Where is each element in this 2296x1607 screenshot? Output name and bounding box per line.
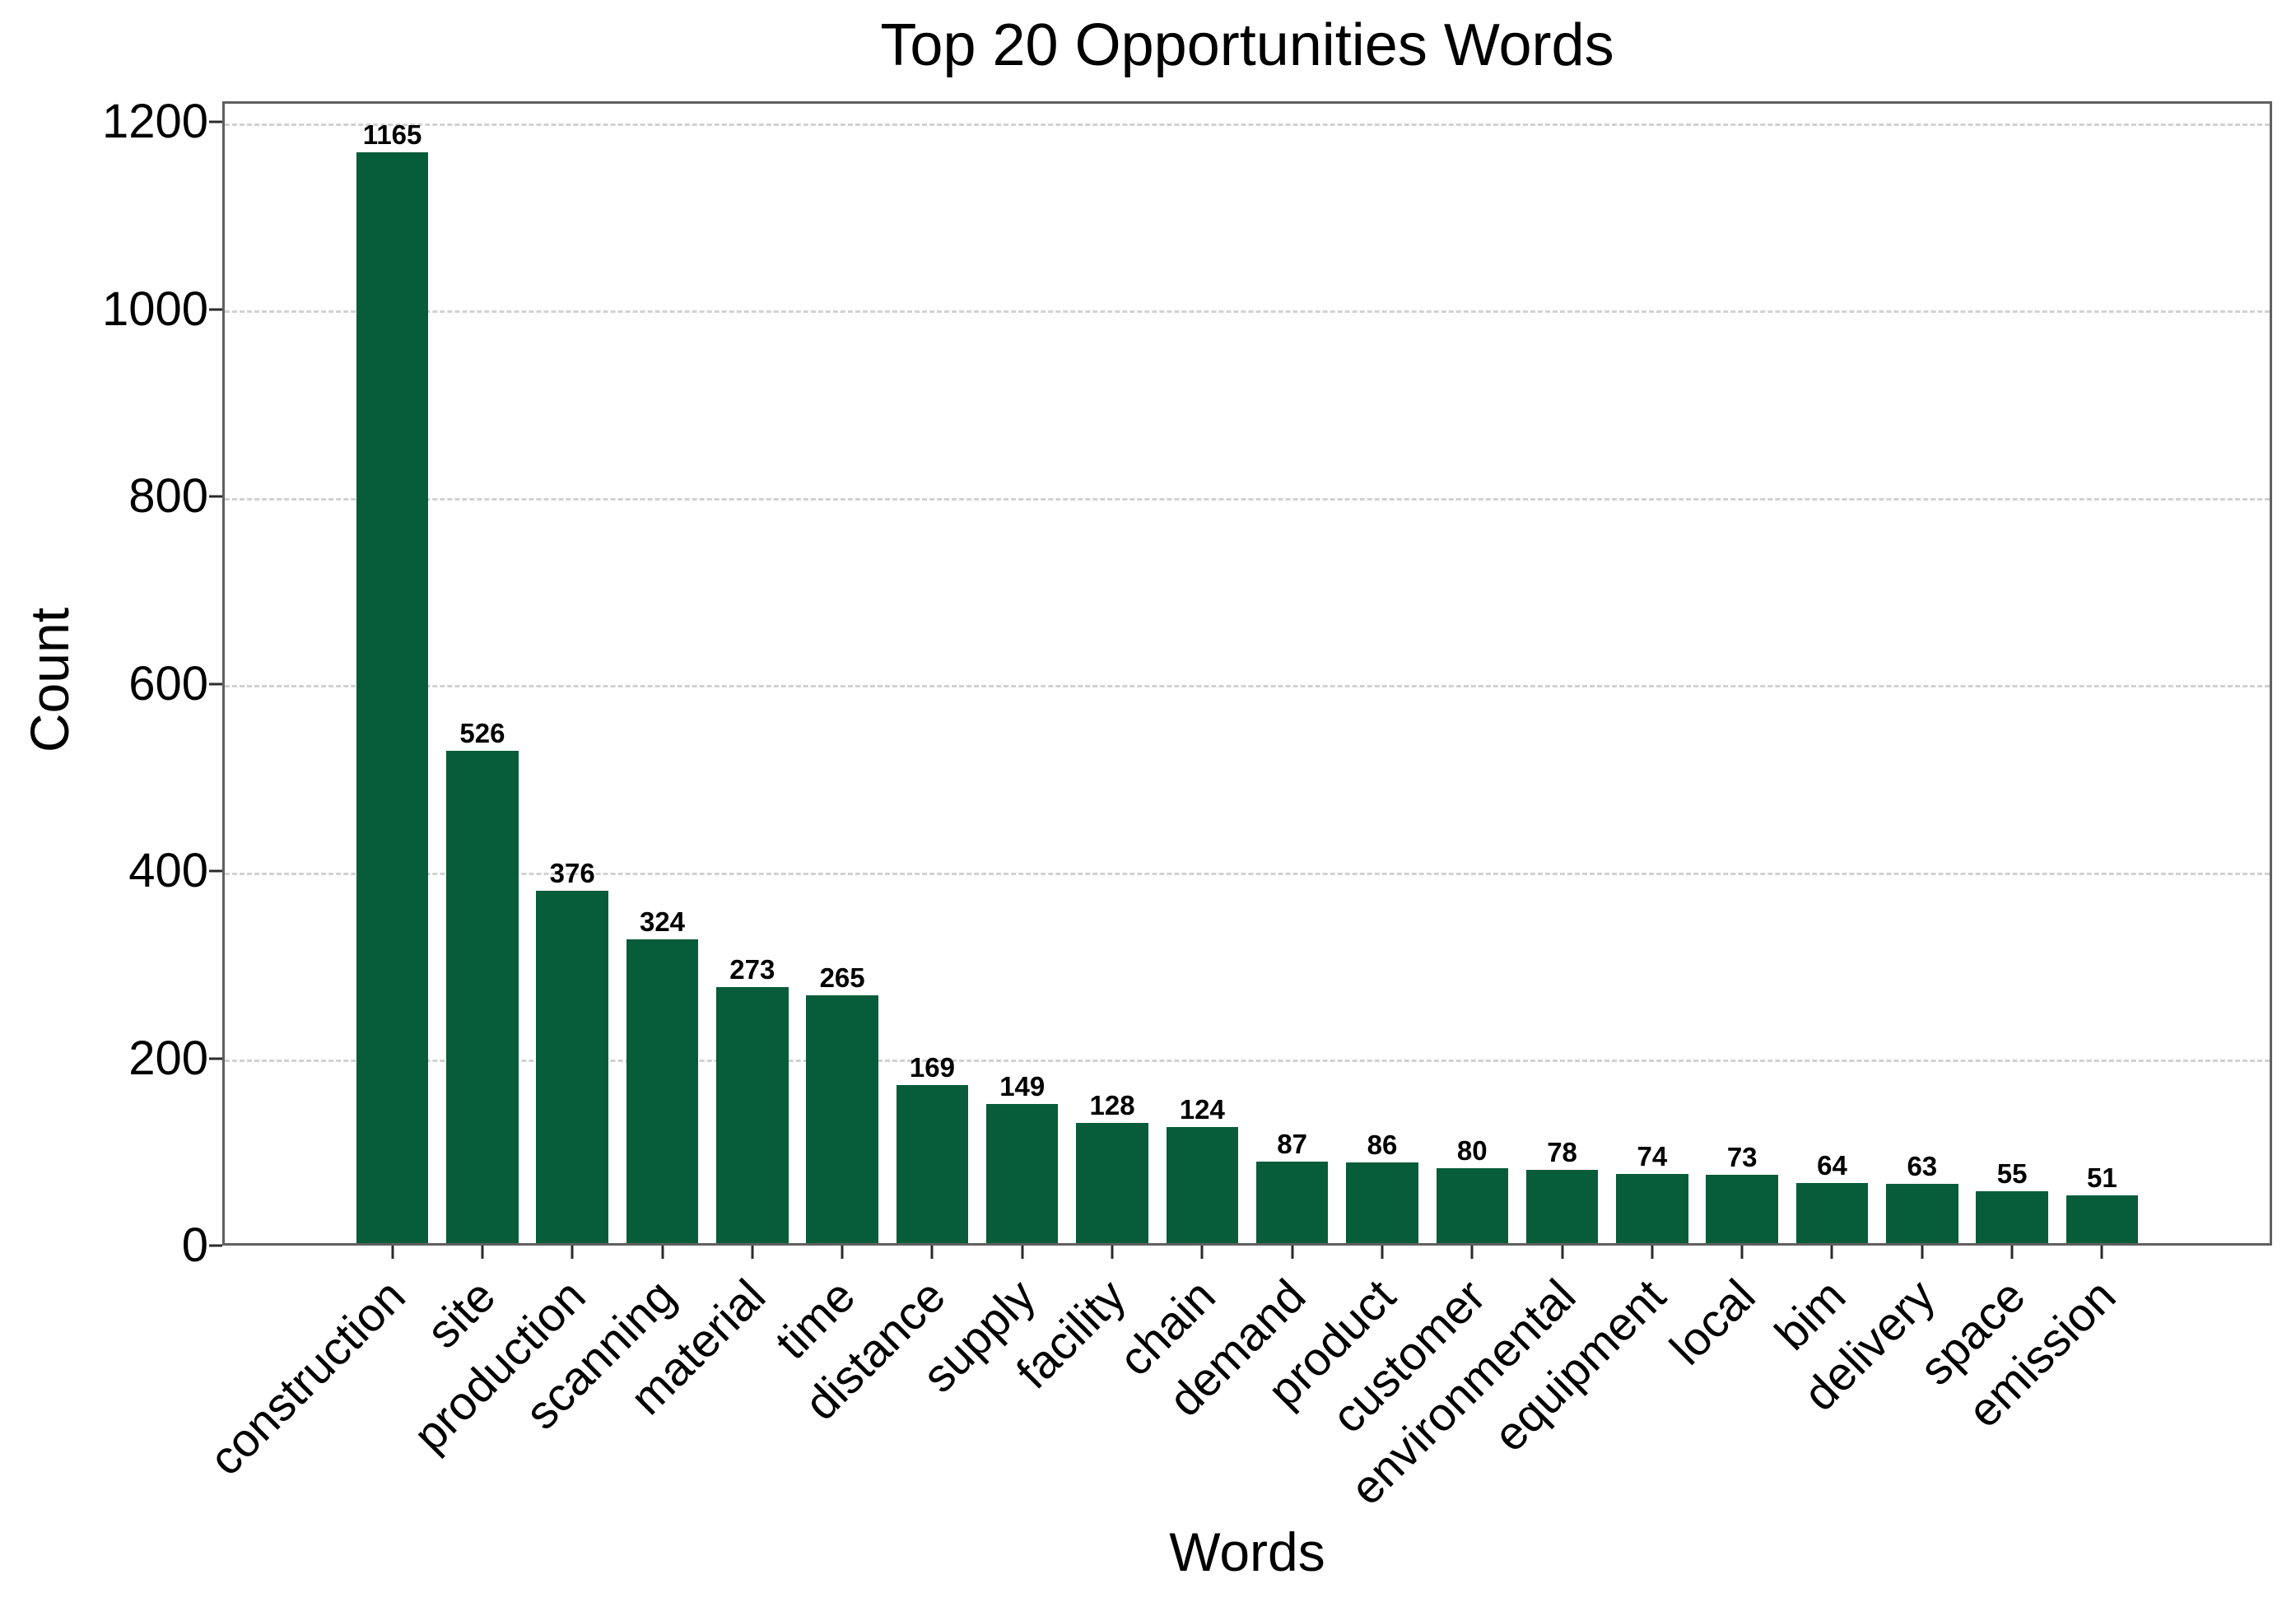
bar-bim	[1795, 1183, 1869, 1243]
bar-value-label: 87	[1277, 1129, 1307, 1160]
bar-customer	[1436, 1168, 1508, 1243]
bar-time	[806, 994, 878, 1243]
x-tick-mark	[751, 1246, 754, 1259]
x-tick-mark	[571, 1246, 574, 1259]
bar-construction	[356, 151, 429, 1243]
bar-value-label: 86	[1367, 1130, 1398, 1161]
bar-product	[1346, 1162, 1418, 1243]
bar-facility	[1076, 1123, 1148, 1243]
y-tick-label: 400	[128, 844, 208, 897]
x-tick-mark	[1021, 1246, 1024, 1259]
bar-local	[1706, 1174, 1778, 1243]
x-tick-mark	[1561, 1246, 1564, 1259]
bar-site	[446, 750, 519, 1243]
bar-value-label: 128	[1089, 1090, 1135, 1121]
bar-space	[1976, 1191, 2048, 1243]
bar-value-label: 73	[1726, 1141, 1758, 1172]
x-tick-mark	[1651, 1246, 1654, 1259]
bar-value-label: 78	[1547, 1137, 1577, 1168]
x-tick-mark	[2100, 1246, 2103, 1259]
y-tick-mark	[209, 308, 222, 311]
bar-emission	[2065, 1195, 2139, 1243]
x-tick-mark	[481, 1246, 484, 1259]
bar-distance	[896, 1084, 969, 1243]
x-tick-label-local: local	[1660, 1269, 1766, 1376]
bar-value-label: 273	[729, 954, 775, 985]
x-tick-mark	[930, 1246, 934, 1259]
bar-value-label: 74	[1637, 1140, 1668, 1171]
x-tick-mark	[1740, 1246, 1744, 1259]
bar-demand	[1255, 1162, 1329, 1243]
bar-value-label: 265	[819, 962, 865, 993]
gridline-y-1000	[225, 310, 2270, 314]
y-tick-label: 200	[128, 1031, 208, 1085]
x-tick-mark	[1200, 1246, 1204, 1259]
chart-title: Top 20 Opportunities Words	[880, 12, 1614, 78]
bar-equipment	[1616, 1173, 1688, 1243]
y-tick-mark	[209, 120, 222, 123]
bar-scanning	[626, 939, 699, 1243]
gridline-y-1200	[225, 123, 2270, 126]
y-tick-label: 800	[128, 469, 208, 524]
x-tick-mark	[661, 1246, 664, 1259]
y-tick-mark	[209, 1057, 222, 1060]
bar-chain	[1166, 1126, 1239, 1243]
x-tick-mark	[1921, 1246, 1924, 1259]
bar-value-label: 55	[1996, 1158, 2028, 1190]
bar-value-label: 51	[2087, 1162, 2117, 1193]
bar-value-label: 64	[1817, 1150, 1847, 1181]
bar-supply	[986, 1103, 1059, 1243]
x-tick-mark	[1381, 1246, 1384, 1259]
bar-value-label: 324	[639, 906, 686, 938]
y-tick-label: 1000	[101, 282, 208, 336]
bar-value-label: 526	[459, 717, 505, 748]
x-axis-label: Words	[1169, 1521, 1325, 1582]
bar-value-label: 149	[999, 1070, 1046, 1102]
bar-value-label: 1165	[362, 119, 422, 150]
x-tick-mark	[841, 1246, 844, 1259]
y-tick-mark	[209, 682, 222, 685]
bar-production	[536, 891, 608, 1243]
gridline-y-800	[225, 497, 2270, 501]
y-tick-label: 0	[181, 1218, 208, 1272]
x-tick-mark	[1111, 1246, 1114, 1259]
y-tick-label: 1200	[101, 95, 208, 149]
gridline-y-400	[225, 872, 2270, 875]
bar-material	[716, 987, 789, 1243]
gridline-y-600	[225, 685, 2270, 687]
y-tick-mark	[209, 869, 222, 873]
bar-value-label: 63	[1907, 1151, 1938, 1182]
x-tick-mark	[1830, 1246, 1833, 1259]
x-tick-mark	[2010, 1246, 2014, 1259]
x-tick-mark	[1291, 1246, 1294, 1259]
y-tick-label: 600	[128, 656, 208, 710]
bar-value-label: 80	[1456, 1135, 1488, 1166]
x-tick-label-construction: construction	[199, 1269, 417, 1486]
gridline-y-200	[225, 1060, 2270, 1062]
bar-environmental	[1525, 1170, 1599, 1243]
bar-delivery	[1886, 1184, 1958, 1243]
bar-value-label: 376	[549, 858, 595, 889]
x-tick-mark	[1470, 1246, 1474, 1259]
y-tick-mark	[209, 495, 222, 498]
plot-area	[222, 101, 2272, 1246]
y-tick-mark	[209, 1244, 222, 1247]
bar-value-label: 169	[909, 1051, 955, 1083]
x-tick-mark	[391, 1246, 394, 1259]
bar-value-label: 124	[1179, 1093, 1225, 1125]
